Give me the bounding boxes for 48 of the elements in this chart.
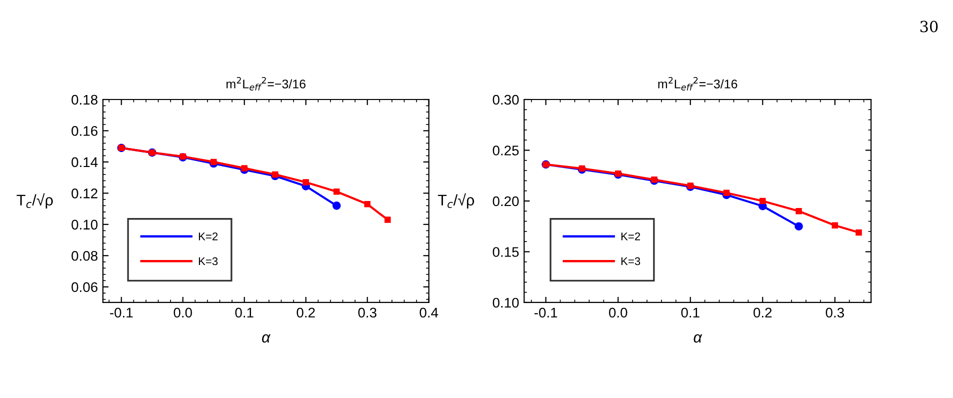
- point: [333, 188, 340, 195]
- chart-title: m$^{2}$L$_{eff}$$^{2}$=−3/16: [226, 77, 306, 90]
- point: [760, 198, 766, 204]
- x-tick-label: 0.4: [420, 308, 438, 318]
- point: [302, 179, 309, 186]
- x-tick-label: 0.3: [826, 308, 844, 318]
- x-tick-label: 0.0: [174, 308, 192, 318]
- y-tick-label: 0.18: [72, 94, 98, 105]
- y-tick-label: 0.16: [72, 126, 98, 136]
- point: [723, 190, 730, 196]
- x-axis-title: α: [694, 334, 702, 343]
- point: [364, 200, 370, 208]
- y-tick-label: 0.20: [492, 196, 519, 206]
- legend-label: K=3: [198, 257, 218, 266]
- y-tick-label: 0.30: [492, 94, 519, 105]
- legend-label: K=2: [198, 232, 218, 240]
- x-tick-label: -0.1: [534, 308, 558, 318]
- point: [794, 222, 803, 231]
- y-axis-title: T$_{c}$/√ρ: [438, 193, 474, 209]
- x-tick-label: -0.1: [110, 308, 133, 318]
- y-tick-label: 0.15: [492, 247, 519, 257]
- legend-label: K=2: [621, 232, 640, 240]
- chart-title: m$^{2}$L$_{eff}$$^{2}$=−3/16: [658, 77, 738, 90]
- point: [796, 208, 802, 214]
- y-tick-label: 0.25: [492, 146, 519, 156]
- point: [210, 158, 217, 166]
- point: [272, 171, 278, 178]
- y-tick-label: 0.10: [72, 220, 98, 230]
- x-tick-label: 0.3: [358, 308, 376, 318]
- y-tick-label: 0.08: [72, 250, 98, 261]
- legend-label: K=3: [621, 257, 640, 266]
- point: [832, 222, 838, 228]
- y-tick-label: 0.12: [72, 188, 98, 198]
- y-tick-label: 0.14: [72, 157, 98, 168]
- y-axis-title: T$_{c}$/√ρ: [16, 193, 53, 209]
- x-tick-label: 0.1: [681, 308, 700, 318]
- y-tick-label: 0.10: [492, 298, 519, 308]
- x-tick-label: 0.1: [235, 308, 254, 318]
- text: 30: [920, 20, 938, 32]
- point: [332, 202, 341, 210]
- point: [241, 165, 248, 172]
- x-tick-label: 0.2: [296, 308, 315, 318]
- x-tick-label: 0.0: [608, 308, 628, 318]
- x-axis-title: α: [262, 334, 271, 343]
- x-tick-label: 0.2: [754, 308, 772, 318]
- point: [856, 229, 862, 236]
- point: [384, 216, 391, 223]
- y-tick-label: 0.06: [72, 282, 98, 292]
